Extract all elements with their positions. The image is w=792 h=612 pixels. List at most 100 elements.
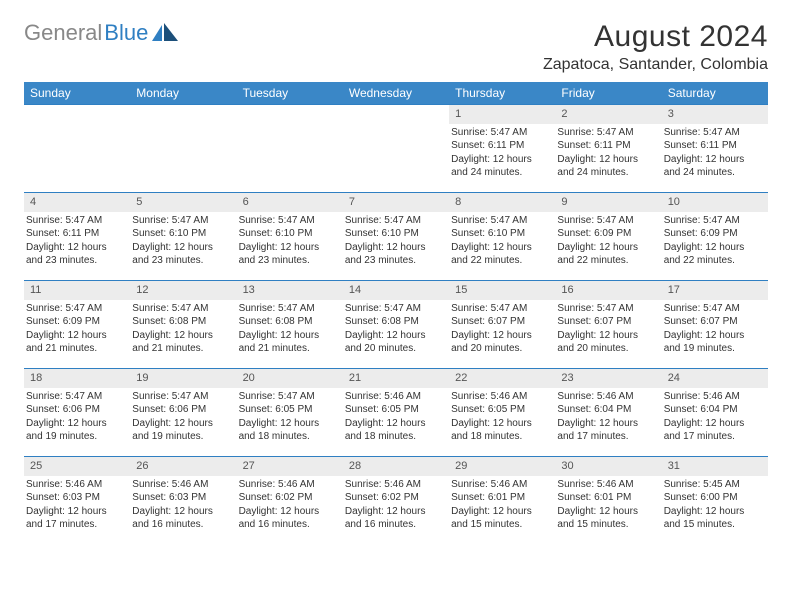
day-line: Daylight: 12 hours xyxy=(664,505,764,519)
day-line: Sunset: 6:02 PM xyxy=(239,491,339,505)
day-line: Daylight: 12 hours xyxy=(451,153,551,167)
day-line: Sunset: 6:05 PM xyxy=(345,403,445,417)
calendar-cell: 26Sunrise: 5:46 AMSunset: 6:03 PMDayligh… xyxy=(130,457,236,545)
day-line: Sunset: 6:09 PM xyxy=(557,227,657,241)
day-number: 23 xyxy=(555,369,661,388)
day-line: and 22 minutes. xyxy=(664,254,764,268)
day-line: Sunrise: 5:47 AM xyxy=(132,390,232,404)
day-line: and 15 minutes. xyxy=(664,518,764,532)
calendar-cell: 17Sunrise: 5:47 AMSunset: 6:07 PMDayligh… xyxy=(662,281,768,369)
weekday-header: Thursday xyxy=(449,82,555,105)
calendar-cell: 6Sunrise: 5:47 AMSunset: 6:10 PMDaylight… xyxy=(237,193,343,281)
day-line: Sunrise: 5:47 AM xyxy=(239,390,339,404)
day-line: Sunset: 6:07 PM xyxy=(664,315,764,329)
day-line: Sunrise: 5:46 AM xyxy=(557,390,657,404)
day-number: 16 xyxy=(555,281,661,300)
day-body: Sunrise: 5:46 AMSunset: 6:03 PMDaylight:… xyxy=(130,476,236,534)
day-line: Sunrise: 5:45 AM xyxy=(664,478,764,492)
day-line: Sunset: 6:04 PM xyxy=(664,403,764,417)
day-line: Sunset: 6:01 PM xyxy=(557,491,657,505)
calendar-cell: 31Sunrise: 5:45 AMSunset: 6:00 PMDayligh… xyxy=(662,457,768,545)
day-body: Sunrise: 5:46 AMSunset: 6:02 PMDaylight:… xyxy=(237,476,343,534)
day-line: Sunset: 6:08 PM xyxy=(345,315,445,329)
day-body: Sunrise: 5:46 AMSunset: 6:01 PMDaylight:… xyxy=(449,476,555,534)
day-number: 8 xyxy=(449,193,555,212)
month-title: August 2024 xyxy=(543,20,768,54)
calendar-cell: 29Sunrise: 5:46 AMSunset: 6:01 PMDayligh… xyxy=(449,457,555,545)
logo-sails-icon xyxy=(152,23,178,41)
logo-text-blue: Blue xyxy=(104,20,148,46)
day-line: Daylight: 12 hours xyxy=(132,505,232,519)
day-body: Sunrise: 5:46 AMSunset: 6:05 PMDaylight:… xyxy=(449,388,555,446)
day-body: Sunrise: 5:47 AMSunset: 6:06 PMDaylight:… xyxy=(130,388,236,446)
calendar-cell: 23Sunrise: 5:46 AMSunset: 6:04 PMDayligh… xyxy=(555,369,661,457)
day-line: and 18 minutes. xyxy=(239,430,339,444)
day-number: 21 xyxy=(343,369,449,388)
day-line: Sunrise: 5:47 AM xyxy=(345,214,445,228)
day-line: and 17 minutes. xyxy=(664,430,764,444)
day-body: Sunrise: 5:47 AMSunset: 6:06 PMDaylight:… xyxy=(24,388,130,446)
day-line: and 16 minutes. xyxy=(239,518,339,532)
day-line: and 22 minutes. xyxy=(451,254,551,268)
day-line: Daylight: 12 hours xyxy=(664,417,764,431)
calendar-body: 1Sunrise: 5:47 AMSunset: 6:11 PMDaylight… xyxy=(24,105,768,545)
day-line: Sunrise: 5:47 AM xyxy=(239,214,339,228)
day-line: and 23 minutes. xyxy=(239,254,339,268)
day-line: Sunset: 6:10 PM xyxy=(239,227,339,241)
day-line: Daylight: 12 hours xyxy=(239,505,339,519)
day-line: and 15 minutes. xyxy=(451,518,551,532)
day-body: Sunrise: 5:47 AMSunset: 6:09 PMDaylight:… xyxy=(662,212,768,270)
day-body: Sunrise: 5:47 AMSunset: 6:07 PMDaylight:… xyxy=(662,300,768,358)
day-number: 15 xyxy=(449,281,555,300)
day-line: Daylight: 12 hours xyxy=(345,241,445,255)
day-line: Daylight: 12 hours xyxy=(239,329,339,343)
calendar-cell: 4Sunrise: 5:47 AMSunset: 6:11 PMDaylight… xyxy=(24,193,130,281)
calendar-cell: 18Sunrise: 5:47 AMSunset: 6:06 PMDayligh… xyxy=(24,369,130,457)
day-line: and 23 minutes. xyxy=(345,254,445,268)
calendar-head: SundayMondayTuesdayWednesdayThursdayFrid… xyxy=(24,82,768,105)
day-body: Sunrise: 5:46 AMSunset: 6:04 PMDaylight:… xyxy=(662,388,768,446)
day-line: Sunrise: 5:47 AM xyxy=(26,390,126,404)
day-line: Daylight: 12 hours xyxy=(132,241,232,255)
day-line: and 17 minutes. xyxy=(26,518,126,532)
calendar-row: 1Sunrise: 5:47 AMSunset: 6:11 PMDaylight… xyxy=(24,105,768,193)
calendar-cell: 24Sunrise: 5:46 AMSunset: 6:04 PMDayligh… xyxy=(662,369,768,457)
calendar-cell xyxy=(237,105,343,193)
day-line: Sunset: 6:03 PM xyxy=(132,491,232,505)
day-line: Sunrise: 5:47 AM xyxy=(345,302,445,316)
day-body: Sunrise: 5:47 AMSunset: 6:10 PMDaylight:… xyxy=(449,212,555,270)
calendar-row: 25Sunrise: 5:46 AMSunset: 6:03 PMDayligh… xyxy=(24,457,768,545)
day-line: Sunrise: 5:47 AM xyxy=(557,214,657,228)
day-line: Sunrise: 5:47 AM xyxy=(26,302,126,316)
day-body: Sunrise: 5:47 AMSunset: 6:10 PMDaylight:… xyxy=(237,212,343,270)
day-number: 11 xyxy=(24,281,130,300)
day-number: 3 xyxy=(662,105,768,124)
day-line: Sunrise: 5:46 AM xyxy=(664,390,764,404)
day-body: Sunrise: 5:47 AMSunset: 6:11 PMDaylight:… xyxy=(662,124,768,182)
calendar-row: 11Sunrise: 5:47 AMSunset: 6:09 PMDayligh… xyxy=(24,281,768,369)
day-number: 22 xyxy=(449,369,555,388)
day-line: and 15 minutes. xyxy=(557,518,657,532)
day-line: Sunset: 6:07 PM xyxy=(557,315,657,329)
calendar-cell: 30Sunrise: 5:46 AMSunset: 6:01 PMDayligh… xyxy=(555,457,661,545)
weekday-header: Sunday xyxy=(24,82,130,105)
calendar-cell: 19Sunrise: 5:47 AMSunset: 6:06 PMDayligh… xyxy=(130,369,236,457)
day-body: Sunrise: 5:46 AMSunset: 6:03 PMDaylight:… xyxy=(24,476,130,534)
day-line: and 18 minutes. xyxy=(451,430,551,444)
day-line: and 19 minutes. xyxy=(664,342,764,356)
calendar-row: 18Sunrise: 5:47 AMSunset: 6:06 PMDayligh… xyxy=(24,369,768,457)
day-line: Sunset: 6:10 PM xyxy=(451,227,551,241)
day-line: Sunset: 6:05 PM xyxy=(239,403,339,417)
day-line: Sunrise: 5:47 AM xyxy=(664,126,764,140)
day-line: Daylight: 12 hours xyxy=(451,329,551,343)
day-body: Sunrise: 5:47 AMSunset: 6:08 PMDaylight:… xyxy=(343,300,449,358)
day-line: Sunset: 6:02 PM xyxy=(345,491,445,505)
day-line: and 20 minutes. xyxy=(557,342,657,356)
calendar-cell: 28Sunrise: 5:46 AMSunset: 6:02 PMDayligh… xyxy=(343,457,449,545)
day-line: Sunset: 6:11 PM xyxy=(451,139,551,153)
day-body: Sunrise: 5:47 AMSunset: 6:09 PMDaylight:… xyxy=(555,212,661,270)
day-line: Sunrise: 5:47 AM xyxy=(557,126,657,140)
day-number: 9 xyxy=(555,193,661,212)
calendar-row: 4Sunrise: 5:47 AMSunset: 6:11 PMDaylight… xyxy=(24,193,768,281)
day-line: Sunset: 6:06 PM xyxy=(26,403,126,417)
